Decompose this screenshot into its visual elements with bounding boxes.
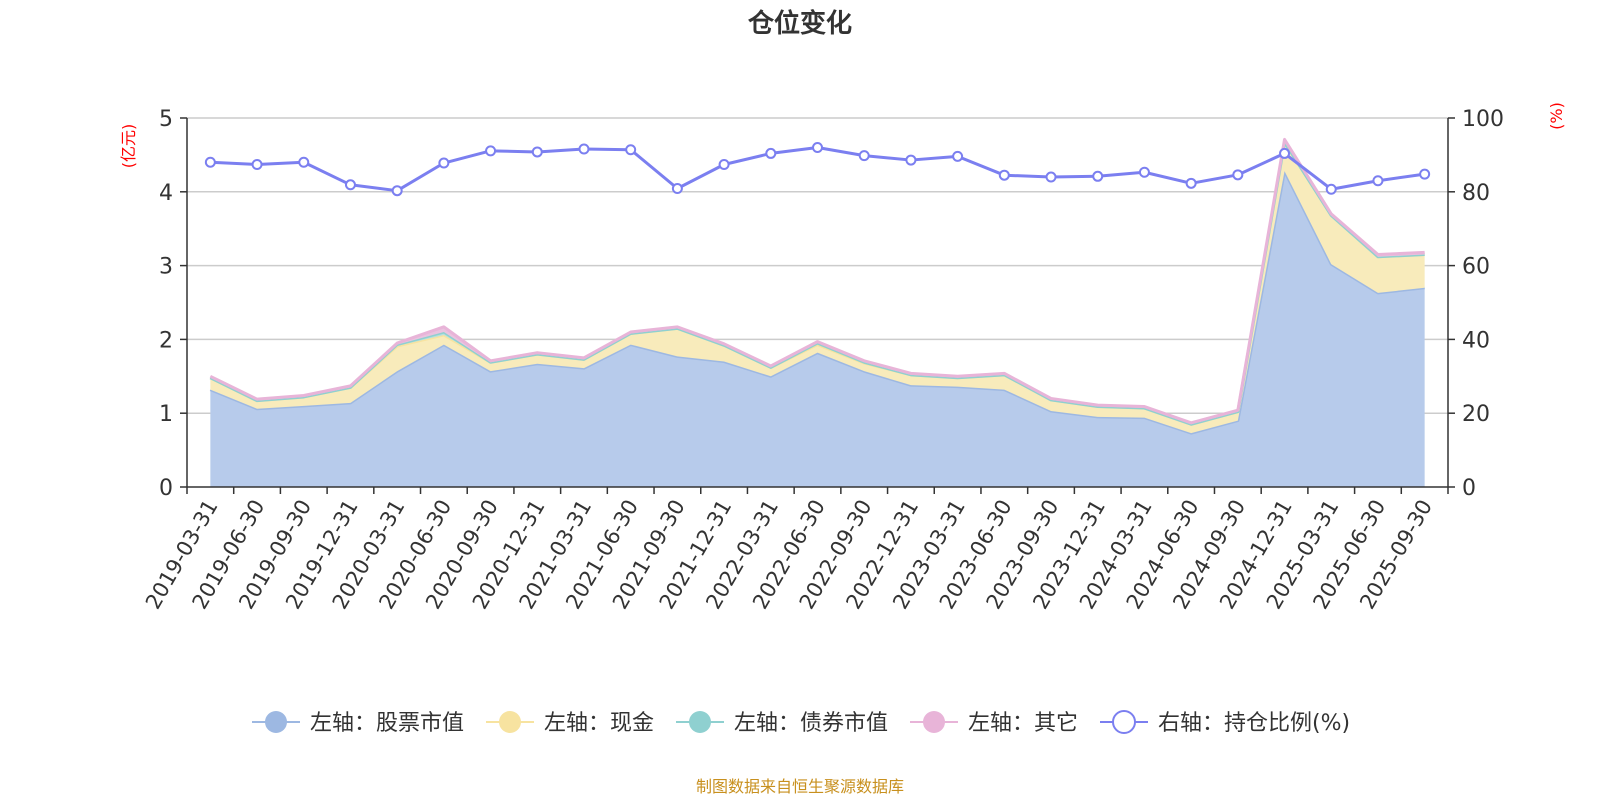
legend-label: 左轴：其它 bbox=[968, 711, 1078, 736]
legend-symbol-marker bbox=[923, 711, 945, 733]
legend: 左轴：股票市值 左轴：现金 左轴：债券市值 左轴：其它 右轴：持仓比例(%) bbox=[252, 710, 1350, 736]
right-axis-tick-label: 0 bbox=[1462, 476, 1476, 501]
chart-title: 仓位变化 bbox=[747, 8, 852, 39]
legend-label: 左轴：债券市值 bbox=[734, 711, 888, 736]
ratio-point bbox=[1045, 171, 1057, 183]
ratio-point bbox=[1419, 168, 1431, 180]
ratio-point bbox=[1138, 166, 1150, 178]
ratio-point bbox=[578, 143, 590, 155]
legend-item: 左轴：现金 bbox=[486, 711, 654, 736]
ratio-point bbox=[1325, 183, 1337, 195]
ratio-point bbox=[298, 156, 310, 168]
right-axis-tick-label: 60 bbox=[1462, 255, 1490, 280]
left-axis-tick-label: 4 bbox=[159, 181, 173, 206]
ratio-point bbox=[952, 150, 964, 162]
ratio-point bbox=[204, 156, 216, 168]
ratio-point bbox=[251, 158, 263, 170]
ratio-point bbox=[718, 158, 730, 170]
left-axis-tick-label: 1 bbox=[159, 402, 173, 427]
ratio-point bbox=[765, 147, 777, 159]
data-source-note: 制图数据来自恒生聚源数据库 bbox=[696, 777, 904, 796]
area-3-line bbox=[209, 137, 1425, 425]
ratio-point bbox=[625, 144, 637, 156]
left-axis-tick-label: 2 bbox=[159, 328, 173, 353]
ratio-point bbox=[1092, 170, 1104, 182]
ratio-point bbox=[998, 169, 1010, 181]
legend-symbol-marker bbox=[499, 711, 521, 733]
legend-symbol-marker bbox=[689, 711, 711, 733]
right-axis-unit: (%) bbox=[1547, 102, 1566, 130]
legend-label: 左轴：现金 bbox=[544, 711, 654, 736]
left-axis-tick-label: 3 bbox=[159, 255, 173, 280]
right-axis-tick-label: 100 bbox=[1462, 107, 1504, 132]
ratio-point bbox=[1372, 175, 1384, 187]
ratio-point bbox=[391, 185, 403, 197]
legend-item: 左轴：债券市值 bbox=[676, 711, 888, 736]
right-axis-tick-label: 80 bbox=[1462, 181, 1490, 206]
left-axis-unit: (亿元) bbox=[119, 124, 138, 169]
area-0-fill bbox=[210, 171, 1425, 488]
legend-label: 右轴：持仓比例(%) bbox=[1158, 711, 1350, 736]
ratio-point bbox=[1185, 177, 1197, 189]
ratio-point bbox=[812, 142, 823, 154]
ratio-point bbox=[485, 145, 497, 157]
ratio-point bbox=[438, 157, 450, 169]
ratio-point bbox=[1232, 169, 1244, 181]
left-axis-tick-label: 5 bbox=[159, 107, 173, 132]
right-axis-tick-label: 20 bbox=[1462, 402, 1490, 427]
ratio-point bbox=[344, 179, 356, 191]
area-series bbox=[209, 137, 1425, 488]
legend-symbol-marker bbox=[265, 711, 287, 733]
ratio-line-series bbox=[204, 142, 1431, 197]
legend-label: 左轴：股票市值 bbox=[310, 711, 464, 736]
legend-item: 左轴：其它 bbox=[910, 711, 1078, 736]
ratio-point bbox=[671, 182, 683, 194]
ratio-point bbox=[905, 154, 917, 166]
right-axis-tick-label: 40 bbox=[1462, 328, 1490, 353]
ratio-point bbox=[858, 150, 870, 162]
left-axis-tick-label: 0 bbox=[159, 476, 173, 501]
legend-symbol-marker bbox=[1112, 710, 1136, 734]
legend-item: 右轴：持仓比例(%) bbox=[1100, 710, 1350, 736]
area-1-fill bbox=[210, 142, 1425, 434]
ratio-line bbox=[210, 146, 1425, 193]
ratio-point bbox=[531, 146, 543, 158]
ratio-point bbox=[1279, 147, 1291, 159]
legend-item: 左轴：股票市值 bbox=[252, 711, 464, 736]
